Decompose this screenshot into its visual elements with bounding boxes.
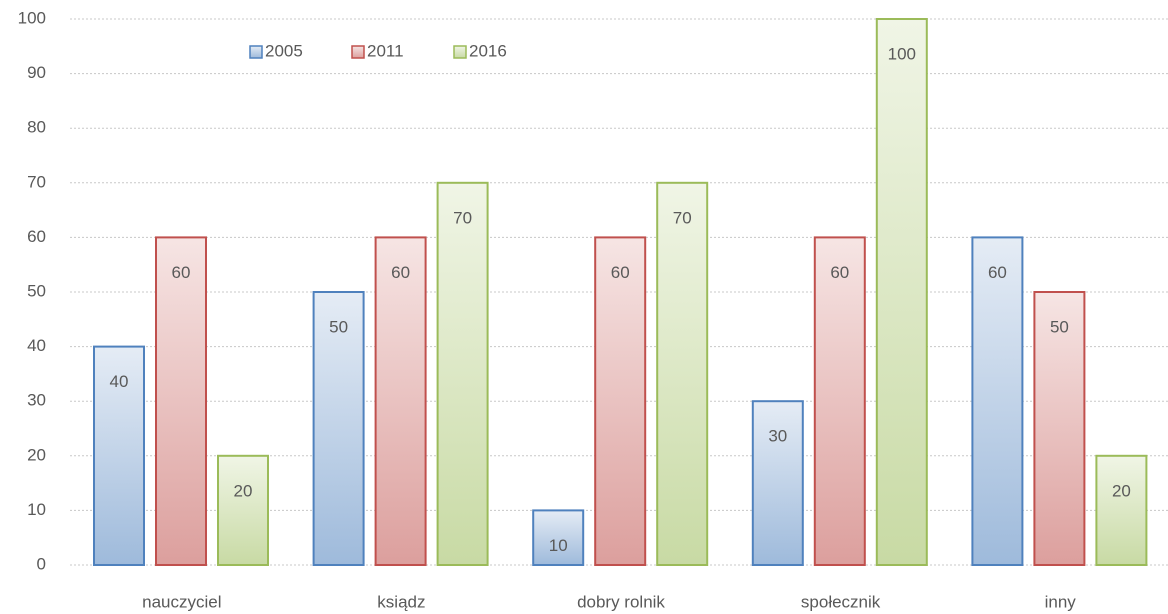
- x-tick-label: dobry rolnik: [577, 592, 665, 611]
- data-label: 70: [673, 208, 692, 227]
- y-tick-label: 30: [27, 391, 46, 410]
- y-tick-label: 20: [27, 445, 46, 464]
- data-label: 40: [110, 372, 129, 391]
- legend-swatch: [453, 45, 467, 59]
- bar: [594, 236, 647, 566]
- y-tick-label: 40: [27, 336, 46, 355]
- data-label: 60: [830, 263, 849, 282]
- x-tick-label: nauczyciel: [142, 592, 221, 611]
- bar: [312, 291, 365, 566]
- bar: [1095, 454, 1148, 566]
- data-label: 100: [888, 44, 916, 63]
- bar: [1033, 291, 1086, 566]
- bar: [656, 181, 709, 567]
- legend-label: 2005: [265, 41, 303, 60]
- y-tick-label: 90: [27, 63, 46, 82]
- x-tick-label: ksiądz: [377, 592, 425, 611]
- bar: [436, 181, 489, 567]
- y-tick-label: 50: [27, 281, 46, 300]
- bar: [93, 345, 145, 566]
- data-label: 20: [234, 481, 253, 500]
- data-label: 60: [391, 263, 410, 282]
- legend-label: 2016: [469, 41, 507, 60]
- data-label: 70: [453, 208, 472, 227]
- y-tick-label: 60: [27, 227, 46, 246]
- bar: [875, 18, 928, 566]
- y-tick-label: 70: [27, 172, 46, 191]
- legend-swatch: [351, 45, 365, 59]
- data-label: 60: [611, 263, 630, 282]
- bar: [813, 236, 866, 566]
- bar: [217, 454, 269, 566]
- legend-swatch: [249, 45, 263, 59]
- x-tick-label: społecznik: [801, 592, 881, 611]
- data-label: 50: [329, 317, 348, 336]
- data-label: 60: [172, 263, 191, 282]
- data-label: 30: [768, 427, 787, 446]
- data-label: 50: [1050, 317, 1069, 336]
- bar: [751, 400, 804, 567]
- legend-label: 2011: [367, 41, 404, 60]
- data-label: 20: [1112, 481, 1131, 500]
- y-tick-label: 10: [27, 500, 46, 519]
- bar: [155, 236, 207, 566]
- bar: [971, 236, 1024, 566]
- data-label: 10: [549, 536, 568, 555]
- bar: [532, 509, 585, 566]
- y-tick-label: 80: [27, 118, 46, 137]
- data-label: 60: [988, 263, 1007, 282]
- x-tick-label: inny: [1045, 592, 1077, 611]
- y-tick-label: 100: [18, 8, 46, 27]
- y-tick-label: 0: [37, 554, 46, 573]
- bar: [374, 236, 427, 566]
